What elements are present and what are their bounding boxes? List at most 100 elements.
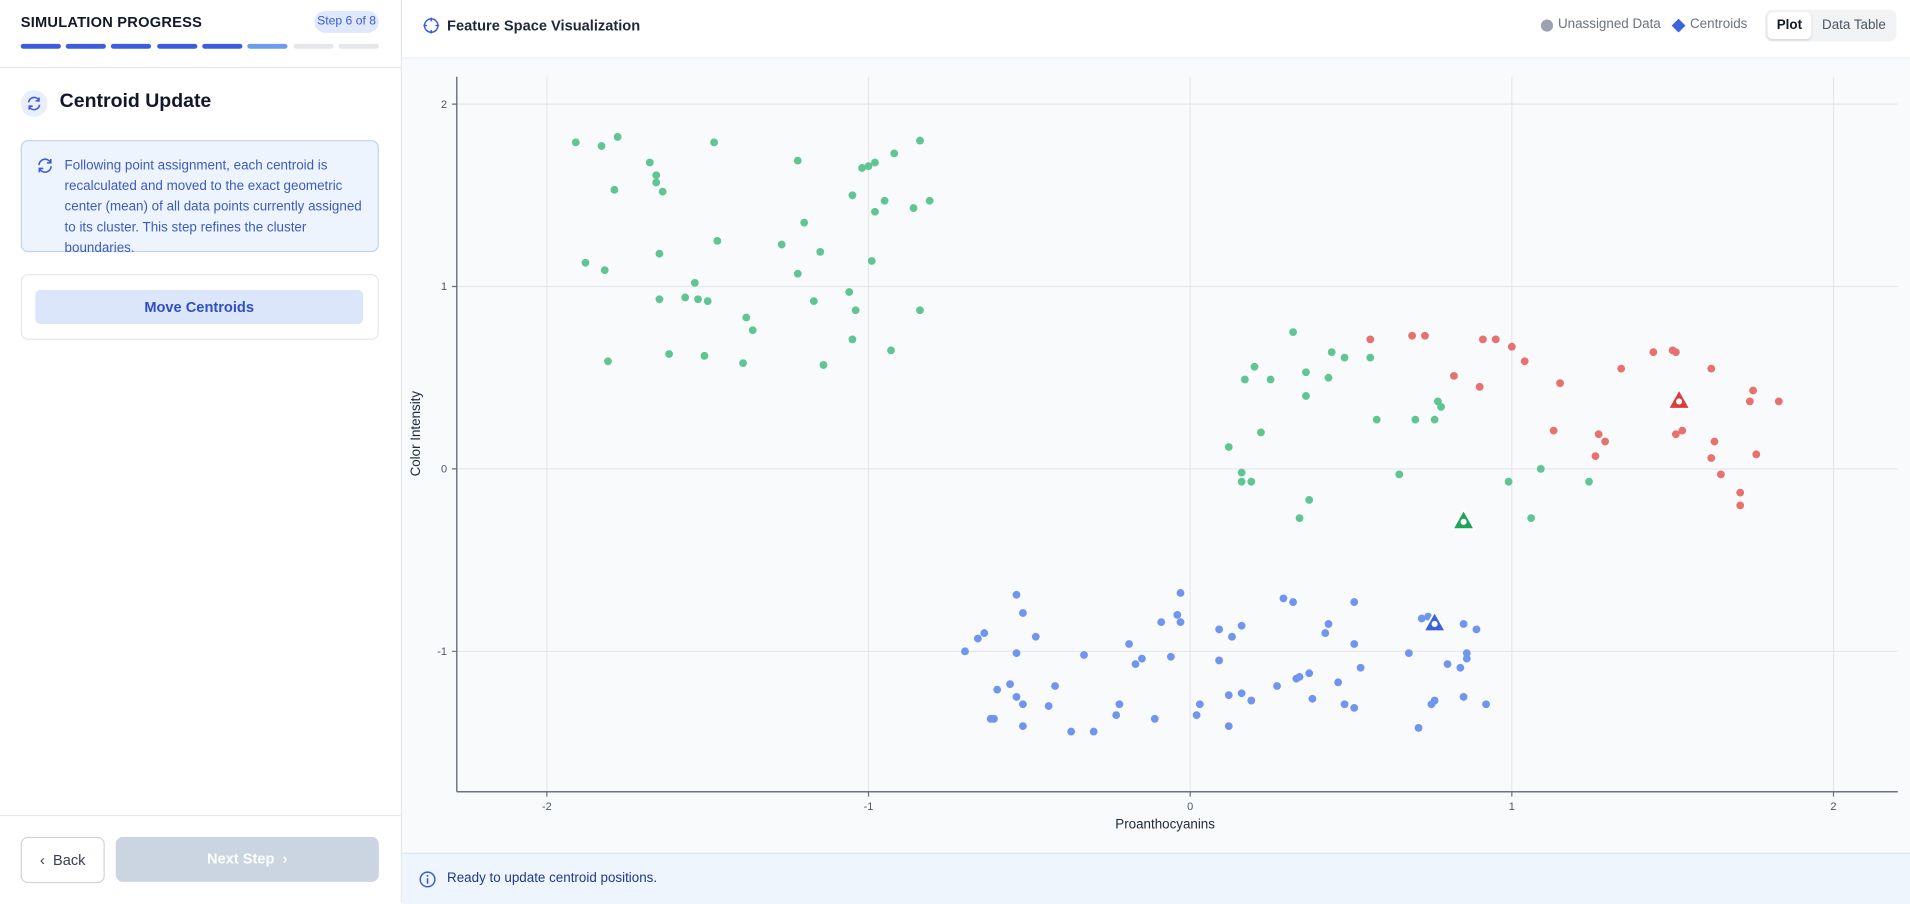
data-point xyxy=(1649,348,1658,357)
step-badge: Step 6 of 8 xyxy=(314,10,379,33)
data-point xyxy=(845,288,854,296)
progress-segment xyxy=(20,43,61,49)
legend-marker xyxy=(1672,18,1686,33)
data-point xyxy=(864,162,873,171)
data-point xyxy=(993,685,1002,694)
data-point xyxy=(925,196,934,205)
data-point xyxy=(1340,353,1349,362)
data-point xyxy=(571,138,580,147)
data-point xyxy=(1215,625,1224,634)
data-point xyxy=(1520,357,1529,366)
header xyxy=(401,0,1910,59)
tab[interactable]: Plot xyxy=(1767,12,1812,39)
data-point xyxy=(1585,477,1593,486)
data-point xyxy=(1475,382,1484,391)
data-point xyxy=(1176,618,1185,627)
data-point xyxy=(1366,353,1375,362)
next-button[interactable]: Next Step › xyxy=(115,836,379,882)
data-point xyxy=(1224,691,1233,699)
data-point xyxy=(1080,651,1088,659)
move-centroids-button[interactable]: Move Centroids xyxy=(35,289,363,325)
data-point xyxy=(1051,682,1059,690)
data-point xyxy=(700,351,709,360)
data-point xyxy=(1012,590,1021,599)
data-point xyxy=(1594,430,1603,439)
data-point xyxy=(1067,727,1076,736)
divider xyxy=(0,814,401,817)
legend: Unassigned Data Centroids xyxy=(1540,0,1759,49)
data-point xyxy=(1031,632,1040,641)
back-button[interactable]: ‹ Back xyxy=(20,836,105,884)
data-point xyxy=(793,156,802,165)
data-point xyxy=(1472,625,1481,634)
tab[interactable]: Data Table xyxy=(1822,18,1886,33)
data-point xyxy=(1437,402,1445,411)
data-point xyxy=(703,297,712,305)
data-point xyxy=(1671,430,1680,439)
status-text: Ready to update centroid positions. xyxy=(447,870,658,886)
data-point xyxy=(1192,711,1201,720)
data-point xyxy=(739,359,747,368)
data-point xyxy=(1536,465,1545,473)
info-box: Following point assignment, each centroi… xyxy=(20,140,379,256)
data-point xyxy=(1019,700,1027,709)
status-icon xyxy=(419,871,436,888)
data-point xyxy=(1044,702,1053,710)
data-point xyxy=(597,142,606,150)
data-point xyxy=(1549,426,1558,435)
data-point xyxy=(973,634,982,643)
next-label: Next Step xyxy=(207,850,275,868)
data-point xyxy=(871,207,879,216)
data-point xyxy=(1237,689,1246,698)
data-point xyxy=(1324,620,1333,628)
status-bar: Ready to update centroid positions. xyxy=(401,852,1910,904)
data-point xyxy=(1138,654,1146,663)
x-tick-label: 2 xyxy=(1830,801,1836,813)
progress-segment xyxy=(247,43,288,49)
data-point xyxy=(1089,727,1098,736)
data-point xyxy=(652,178,661,187)
data-point xyxy=(600,266,609,274)
header-title: Feature Space Visualization xyxy=(447,17,641,35)
data-point xyxy=(1131,660,1140,668)
data-point xyxy=(890,149,899,158)
data-point xyxy=(1019,722,1027,731)
data-point xyxy=(658,187,667,196)
legend-marker xyxy=(1540,19,1554,32)
progress-segment xyxy=(157,43,198,49)
data-point xyxy=(880,196,889,205)
data-point xyxy=(1707,454,1716,462)
description: Following point assignment, each centroi… xyxy=(64,158,362,256)
data-point xyxy=(1334,678,1343,687)
data-point xyxy=(1215,656,1224,665)
data-point xyxy=(1302,392,1310,400)
data-point xyxy=(1289,598,1297,606)
data-point xyxy=(710,138,719,147)
data-point xyxy=(1556,379,1564,388)
data-point xyxy=(1504,477,1513,486)
data-point xyxy=(1443,660,1452,668)
legend-shape xyxy=(1540,19,1554,32)
data-point xyxy=(1237,621,1246,630)
y-axis-label: Color Intensity xyxy=(408,391,423,477)
data-point xyxy=(1491,335,1500,344)
legend-label: Unassigned Data xyxy=(1557,17,1661,32)
data-point xyxy=(713,237,722,245)
data-point xyxy=(1350,598,1359,606)
data-point xyxy=(1166,652,1175,661)
data-point xyxy=(1408,331,1417,340)
data-point xyxy=(1115,700,1124,709)
data-point xyxy=(1279,594,1288,603)
data-point xyxy=(1125,640,1133,648)
step-title: Centroid Update xyxy=(59,91,212,113)
data-point xyxy=(1321,629,1330,637)
data-point xyxy=(871,158,879,167)
legend-label: Centroids xyxy=(1689,17,1748,32)
data-point xyxy=(655,295,664,304)
data-point xyxy=(980,629,989,637)
data-point xyxy=(961,647,969,656)
data-point xyxy=(1324,373,1333,382)
data-point xyxy=(1671,348,1680,357)
back-label: Back xyxy=(52,851,86,869)
